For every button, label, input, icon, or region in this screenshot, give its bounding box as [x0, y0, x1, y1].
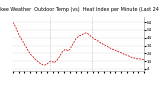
Text: Milwaukee Weather  Outdoor Temp (vs)  Heat Index per Minute (Last 24 Hours): Milwaukee Weather Outdoor Temp (vs) Heat…	[0, 7, 160, 12]
